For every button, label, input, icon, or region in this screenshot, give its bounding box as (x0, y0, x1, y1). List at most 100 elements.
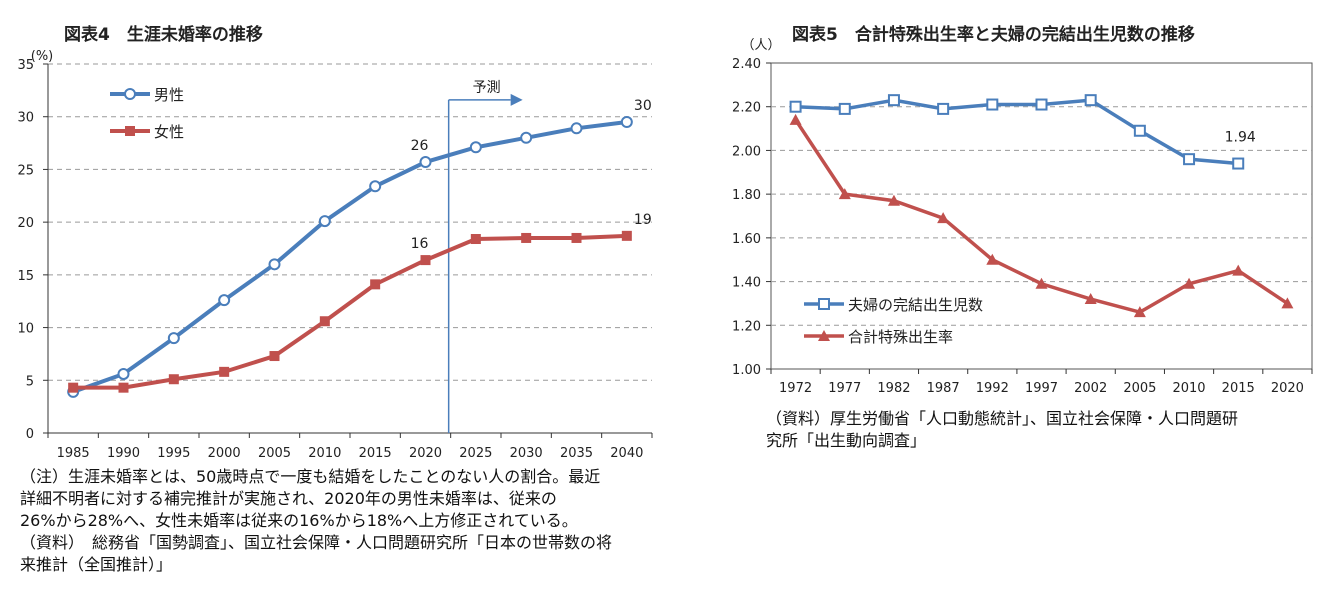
legend-marker (818, 298, 830, 310)
legend-marker (124, 88, 136, 100)
data-point (269, 351, 280, 362)
x-tick-label: 2010 (1172, 381, 1205, 396)
x-tick-label: 1997 (1025, 381, 1058, 396)
data-point (986, 98, 999, 111)
data-point (520, 131, 533, 144)
note-line: 詳細不明者に対する補完推計が実施され、2020年の男性未婚率は、従来の (20, 489, 557, 508)
chart-title-fig5: 図表5 合計特殊出生率と夫婦の完結出生児数の推移 (792, 25, 1195, 45)
legend-label: 男性 (154, 86, 184, 104)
y-tick-label: 30 (17, 111, 34, 126)
note-line: 来推計（全国推計）」 (20, 555, 173, 574)
data-point (621, 230, 632, 241)
y-tick-label: 2.40 (732, 57, 761, 72)
x-tick-label: 2005 (258, 446, 291, 461)
series-line-female (73, 233, 627, 390)
data-point (1084, 94, 1097, 107)
data-point (1183, 277, 1196, 289)
data-label: 1.94 (1225, 130, 1256, 146)
data-point (369, 180, 382, 193)
data-point (419, 156, 432, 169)
y-tick-label: 2.20 (732, 101, 761, 116)
y-tick-label: 25 (17, 163, 34, 178)
x-tick-label: 1995 (157, 446, 190, 461)
x-tick-label: 2025 (459, 446, 492, 461)
data-point (1084, 293, 1097, 305)
y-tick-label: 20 (17, 216, 34, 231)
data-point (268, 258, 281, 271)
x-tick-label: 1992 (976, 381, 1009, 396)
y-tick-label: 1.40 (732, 276, 761, 291)
data-point (219, 366, 230, 377)
data-point (167, 332, 180, 345)
data-point (1133, 306, 1146, 318)
y-tick-label: 0 (26, 427, 34, 442)
note-line: 究所「出生動向調査」 (766, 431, 927, 450)
figure-5: 図表5 合計特殊出生率と夫婦の完結出生児数の推移 1.00 1.20 1.40 1.6… (700, 0, 1319, 604)
data-point (1183, 153, 1196, 166)
x-tick-label: 2035 (560, 446, 593, 461)
data-point (370, 279, 381, 290)
data-point (937, 102, 950, 115)
data-point (68, 382, 79, 393)
legend-label: 合計特殊出生率 (848, 328, 953, 346)
data-point (1232, 157, 1245, 170)
y-tick-label: 10 (17, 322, 34, 337)
data-point (1281, 297, 1294, 309)
data-point (887, 194, 900, 206)
note-line: （資料）厚生労働省「人口動態統計」、国立社会保障・人口問題研 (766, 409, 1239, 428)
y-tick-label: 1.80 (732, 188, 761, 203)
data-point (887, 94, 900, 107)
data-point (218, 294, 231, 307)
x-tick-label: 1985 (57, 446, 90, 461)
data-point (1232, 264, 1245, 276)
x-tick-label: 1972 (779, 381, 812, 396)
data-point (318, 215, 331, 228)
data-point (937, 212, 950, 224)
notes-fig4: （注）生涯未婚率とは、50歳時点で一度も結婚をしたことのない人の割合。最近 詳細… (20, 466, 612, 576)
x-tick-label: 2010 (308, 446, 341, 461)
y-tick-label: 1.20 (732, 319, 761, 334)
data-point (571, 232, 582, 243)
data-point (570, 122, 583, 135)
y-axis-unit: （人） (741, 38, 780, 53)
note-line: （資料） 総務省「国勢調査」、国立社会保障・人口問題研究所「日本の世帯数の将 (20, 533, 613, 552)
y-tick-label: 2.00 (732, 144, 761, 159)
data-point (470, 234, 481, 245)
data-point (789, 100, 802, 113)
data-label: 26 (411, 138, 429, 154)
x-tick-label: 2002 (1074, 381, 1107, 396)
data-point (1035, 98, 1048, 111)
notes-fig5: （資料）厚生労働省「人口動態統計」、国立社会保障・人口問題研 究所「出生動向調査… (766, 408, 1238, 452)
x-tick-label: 2030 (510, 446, 543, 461)
y-tick-label: 35 (17, 58, 34, 73)
note-line: 26%から28%へ、女性未婚率は従来の16%から18%へ上方修正されている。 (20, 511, 578, 530)
chart-fig5-plot: 1.00 1.20 1.40 1.60 1.80 2.00 2.20 2.40 （人） 1972 1… (732, 38, 1313, 396)
legend-marker (818, 330, 830, 341)
x-tick-label: 2005 (1123, 381, 1156, 396)
data-point (469, 141, 482, 154)
data-point (620, 115, 633, 128)
data-point (420, 255, 431, 266)
y-tick-label: 15 (17, 269, 34, 284)
y-axis-unit: (%) (31, 49, 54, 64)
x-tick-label: 1990 (107, 446, 140, 461)
x-tick-label: 2040 (610, 446, 643, 461)
x-tick-label: 2020 (1271, 381, 1304, 396)
y-tick-label: 5 (26, 374, 34, 389)
note-line: （注）生涯未婚率とは、50歳時点で一度も結婚をしたことのない人の割合。最近 (20, 467, 601, 486)
y-tick-label: 1.00 (732, 363, 761, 378)
forecast-arrow-head (510, 93, 523, 106)
legend-label: 夫婦の完結出生児数 (848, 296, 983, 314)
data-point (117, 367, 130, 380)
data-point (118, 382, 129, 393)
legend-marker (125, 126, 135, 136)
data-point (838, 102, 851, 115)
series-line-male (72, 120, 628, 394)
x-tick-label: 2015 (359, 446, 392, 461)
data-label: 19 (634, 212, 652, 228)
data-point (986, 253, 999, 265)
data-point (521, 232, 532, 243)
x-tick-label: 2015 (1222, 381, 1255, 396)
x-tick-label: 2000 (208, 446, 241, 461)
